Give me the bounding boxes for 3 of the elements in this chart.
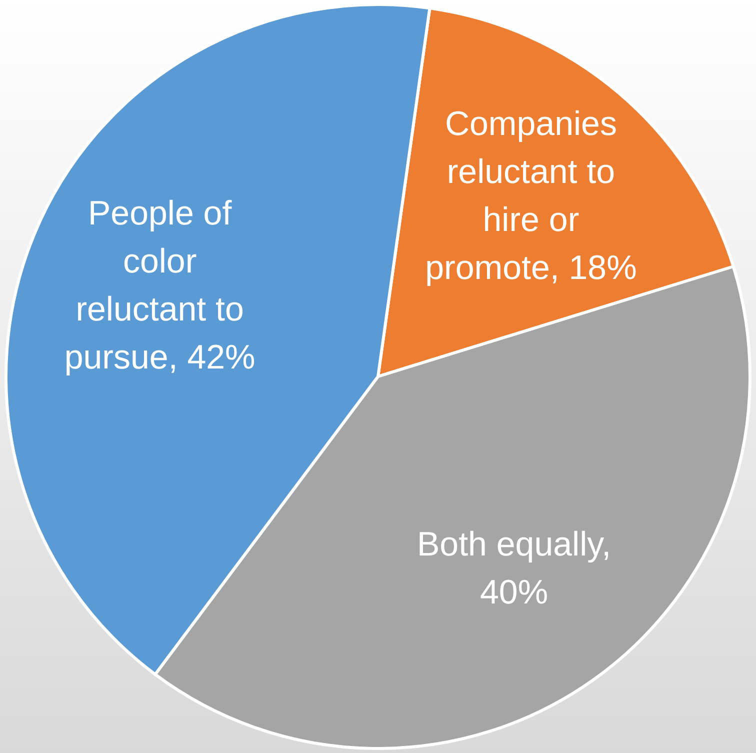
slice-label: Companies reluctant to hire or promote, 18%	[425, 104, 637, 287]
slice-label: People of color reluctant to pursue, 42%	[64, 194, 256, 377]
slice-label: Both equally, 40%	[417, 525, 612, 612]
